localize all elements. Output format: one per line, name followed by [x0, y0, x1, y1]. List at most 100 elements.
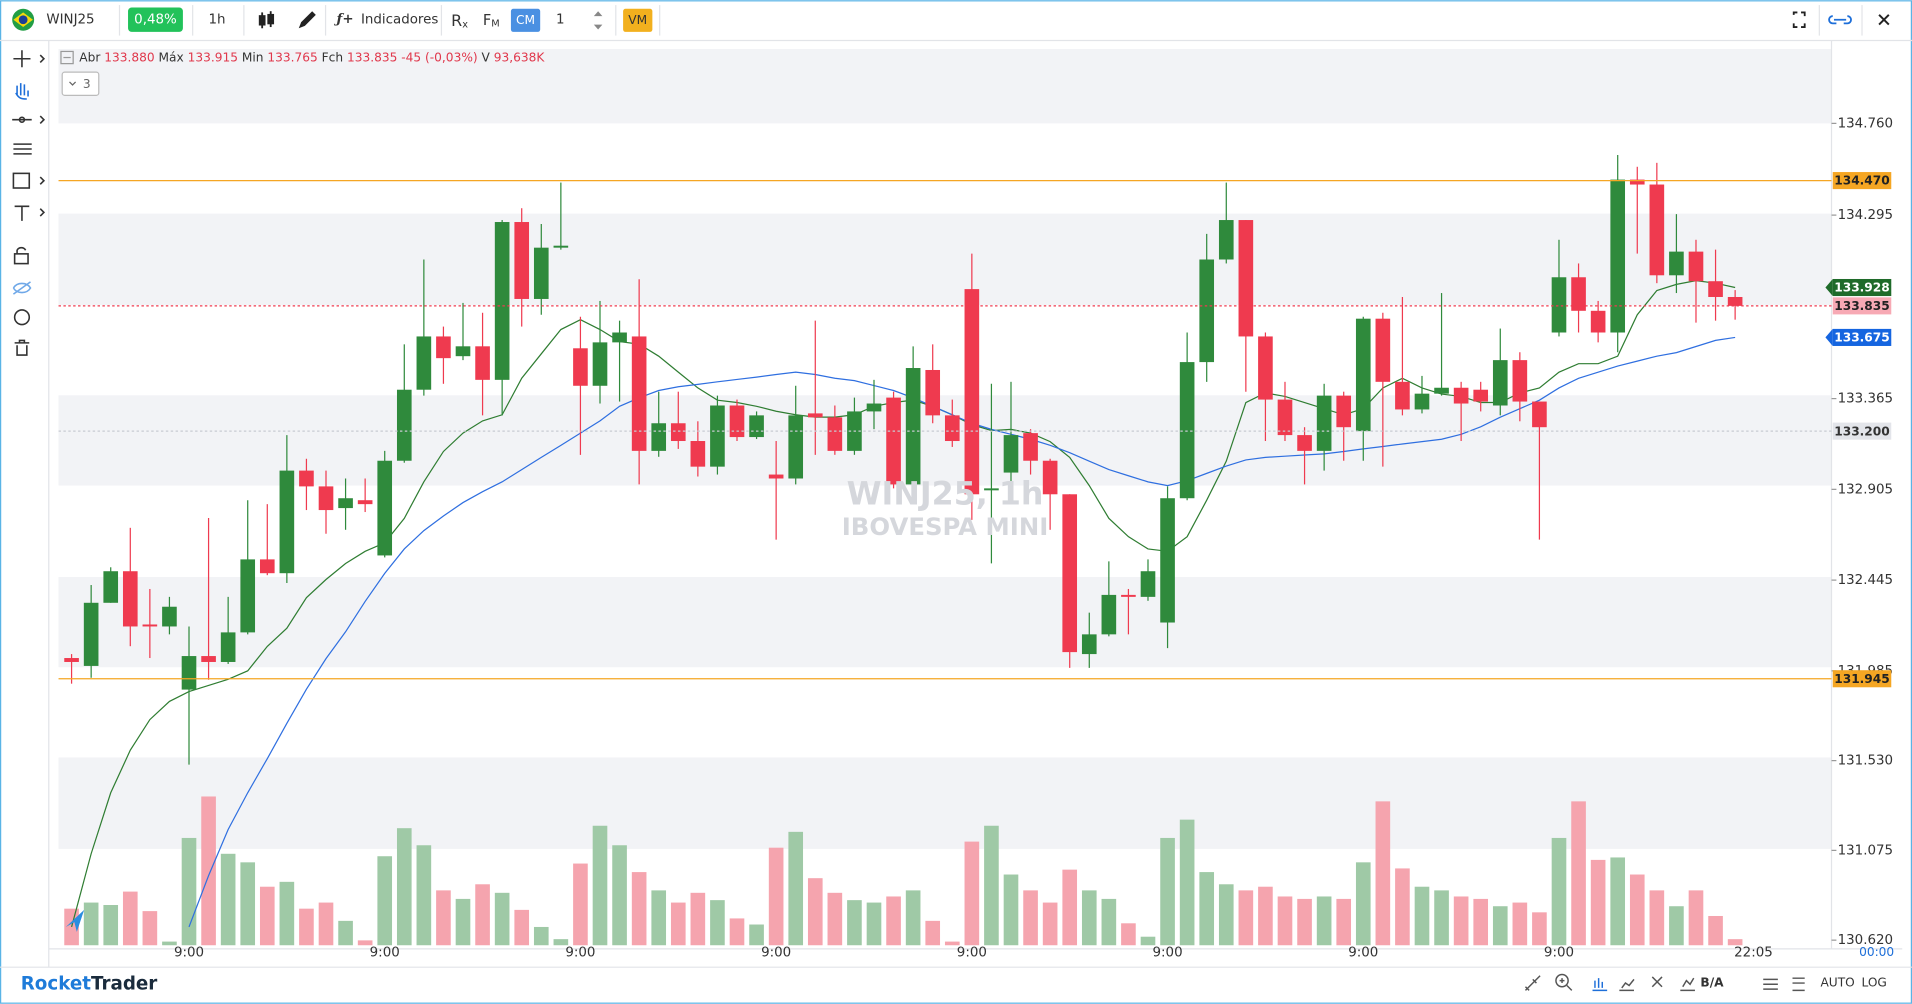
price-tag-label: 133.928	[1834, 281, 1890, 295]
volume-bar	[1571, 801, 1586, 946]
candle-body	[1101, 594, 1117, 635]
interval[interactable]: 1h	[209, 13, 226, 28]
fx-icon[interactable]: ƒ+	[334, 11, 354, 27]
pencil-icon[interactable]	[298, 11, 316, 29]
volume-bar	[377, 856, 393, 946]
candle-body	[1160, 498, 1175, 623]
link-icon[interactable]	[1828, 15, 1852, 25]
candle-body	[1218, 220, 1234, 260]
candle-body	[1238, 220, 1254, 337]
flag-globe	[18, 15, 28, 25]
candle-body	[710, 405, 725, 467]
volume-bar	[1434, 890, 1449, 946]
volume-bar	[1532, 912, 1547, 946]
volume-bar	[964, 841, 980, 946]
y-tick-label: 131.075	[1838, 843, 1893, 858]
volume-bar	[1512, 902, 1528, 946]
cm-pill	[510, 8, 541, 32]
volume-bar	[1414, 886, 1430, 946]
volume-bar	[749, 924, 764, 946]
footer-icons[interactable]	[1524, 973, 1805, 992]
candle-body	[338, 498, 353, 509]
price-tag	[1832, 278, 1892, 297]
log[interactable]: LOG	[1861, 976, 1886, 990]
candle-body	[1492, 360, 1508, 406]
candle-body	[553, 245, 569, 248]
x-tick-label: 9:00	[565, 946, 595, 961]
qty[interactable]: 1	[556, 13, 565, 28]
x-tick-label: 9:00	[174, 946, 204, 961]
vm[interactable]: VM	[628, 13, 647, 27]
price-tag-label: 133.675	[1834, 331, 1890, 345]
candle-body	[299, 470, 314, 487]
toolbar[interactable]	[12, 50, 46, 356]
close-icon[interactable]	[1878, 14, 1890, 26]
countdown: 22:05	[1734, 946, 1773, 961]
candle-body	[1551, 277, 1567, 333]
candle-body	[494, 222, 510, 380]
bands	[58, 48, 1832, 849]
candle-body	[1669, 251, 1684, 276]
moving-average	[188, 336, 1736, 928]
candle-body	[64, 658, 79, 662]
volume-bar	[396, 828, 412, 946]
indicators[interactable]: Indicadores	[361, 13, 438, 28]
volume-bar	[1492, 906, 1508, 946]
volume-bar	[788, 831, 804, 946]
price-tag-label: 133.200	[1834, 424, 1890, 438]
fullscreen-icon[interactable]	[1792, 11, 1806, 28]
nav-arrow[interactable]	[65, 909, 85, 932]
y-tick-label: 130.620	[1838, 933, 1893, 948]
plot	[64, 154, 1743, 946]
x-tick-label: 9:00	[370, 946, 400, 961]
price-tag-label: 131.945	[1834, 672, 1890, 686]
x-tick-label: 9:00	[1153, 946, 1183, 961]
volume-bar	[592, 825, 608, 946]
collapse-box[interactable]	[60, 50, 74, 65]
qty-spinner[interactable]	[593, 11, 603, 30]
volume-bar	[847, 900, 862, 946]
candle-body	[964, 289, 980, 495]
candle-icon[interactable]	[258, 11, 275, 29]
volume-bar	[1473, 898, 1489, 946]
volume-bar	[220, 853, 236, 946]
watermark-symbol: WINJ25, 1h	[847, 476, 1044, 512]
candle-body	[259, 559, 275, 574]
x-tick-label: 9:00	[957, 946, 987, 961]
candle-body	[1395, 381, 1410, 410]
candle-body	[1708, 281, 1723, 297]
price-tag-pointer	[1825, 328, 1833, 346]
volume-bar	[1042, 902, 1058, 946]
volume-bar	[181, 837, 197, 946]
volume-bar	[279, 881, 295, 946]
cm[interactable]: CM	[516, 13, 535, 27]
symbol[interactable]: WINJ25	[46, 13, 94, 28]
volume-bar	[122, 891, 138, 946]
volume-bar	[768, 847, 784, 946]
candle-body	[1258, 336, 1273, 400]
f-button[interactable]: FM	[483, 12, 500, 29]
candle-body	[1688, 251, 1704, 282]
candle-body	[827, 417, 843, 451]
r-button[interactable]: Rx	[451, 10, 468, 30]
auto[interactable]: AUTO	[1820, 976, 1854, 990]
candle-body	[1414, 393, 1430, 410]
candle-body	[1610, 179, 1626, 333]
candle-body	[103, 571, 119, 603]
ohlc-info: Abr 133.880 Máx 133.915 Min 133.765 Fch …	[79, 50, 545, 64]
y-tick-label: 134.760	[1838, 116, 1893, 131]
volume-bar	[866, 902, 882, 946]
collapsed-button[interactable]	[61, 71, 100, 96]
candle-body	[573, 348, 588, 386]
candle-body	[1629, 179, 1645, 185]
candle-body	[1003, 435, 1019, 473]
candle-body	[1532, 401, 1547, 428]
candle-body	[651, 423, 667, 451]
candle-body	[905, 368, 921, 485]
volume-bar	[553, 939, 569, 946]
candle-body	[1081, 634, 1097, 655]
candle-body	[142, 624, 158, 627]
change-pill	[128, 7, 183, 32]
ba[interactable]: B/A	[1700, 976, 1724, 990]
